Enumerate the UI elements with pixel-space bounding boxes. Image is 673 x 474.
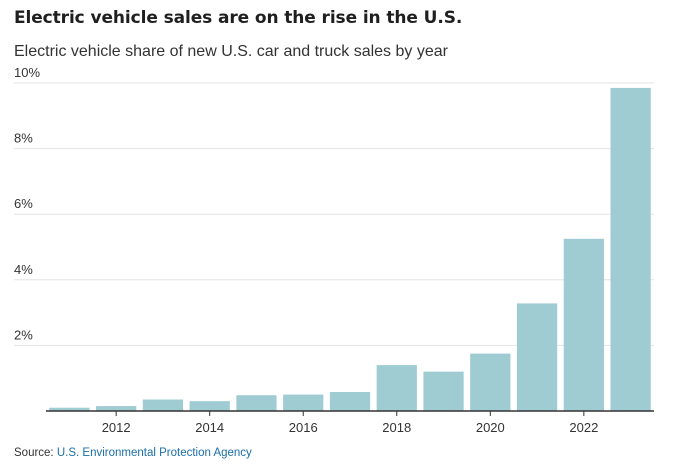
bar-2012 [96, 406, 137, 411]
x-tick-label-2022: 2022 [569, 420, 598, 435]
gridlines [14, 82, 654, 346]
bar-2019 [423, 371, 464, 411]
bar-2015 [236, 395, 277, 411]
source-link[interactable]: U.S. Environmental Protection Agency [56, 447, 252, 459]
bar-2022 [563, 238, 604, 411]
bar-2023 [610, 87, 651, 412]
x-tick-label-2016: 2016 [289, 420, 318, 435]
x-tick-label-2014: 2014 [195, 420, 224, 435]
bars [49, 87, 651, 412]
bar-2011 [49, 407, 90, 411]
bar-2016 [283, 394, 324, 411]
bar-2018 [376, 365, 417, 411]
source-prefix: Source: [14, 447, 54, 459]
y-tick-label-10: 10% [14, 65, 40, 80]
bar-2017 [329, 391, 371, 411]
y-tick-label-8: 8% [14, 131, 33, 146]
x-axis-ticks: 2012 2014 2016 2018 2020 2022 [102, 411, 598, 435]
y-tick-label-6: 6% [14, 196, 33, 211]
y-axis-labels: 2% 4% 6% 8% 10% [14, 65, 40, 342]
bar-2020 [470, 353, 511, 411]
x-tick-label-2018: 2018 [382, 420, 411, 435]
bar-2014 [189, 401, 230, 411]
bar-2021 [516, 303, 558, 411]
chart-subtitle: Electric vehicle share of new U.S. car a… [14, 43, 448, 60]
chart-title: Electric vehicle sales are on the rise i… [14, 8, 463, 28]
bar-2013 [142, 399, 184, 411]
source-note: Source: U.S. Environmental Protection Ag… [14, 447, 252, 459]
y-tick-label-2: 2% [14, 327, 33, 342]
x-tick-label-2012: 2012 [102, 420, 131, 435]
y-tick-label-4: 4% [14, 262, 33, 277]
x-tick-label-2020: 2020 [476, 420, 505, 435]
